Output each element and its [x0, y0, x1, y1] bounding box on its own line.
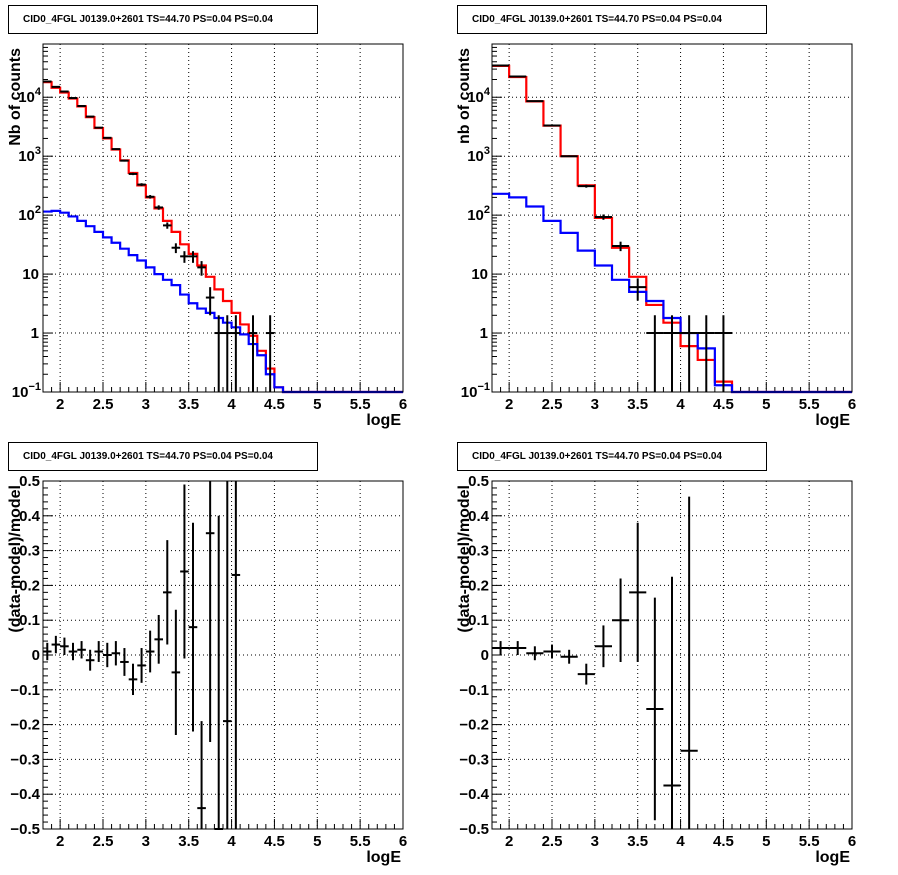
y-tick-label: 10−1 [12, 381, 41, 401]
x-tick-label: 3.5 [627, 396, 648, 413]
y-tick-label: 0.3 [19, 543, 40, 560]
x-tick-label: 3 [142, 396, 150, 413]
x-tick-label: 2.5 [542, 396, 563, 413]
x-tick-label: 3.5 [627, 833, 648, 850]
y-tick-label: −0.1 [459, 682, 489, 699]
x-tick-label: 4.5 [713, 396, 734, 413]
x-tick-label: 2 [505, 396, 513, 413]
x-tick-label: 5.5 [350, 396, 371, 413]
x-tick-label: 6 [399, 396, 407, 413]
x-tick-label: 6 [399, 833, 407, 850]
y-axis-label: (data-model)/model [456, 485, 473, 633]
y-tick-label: −0.4 [10, 786, 40, 803]
y-tick-label: 0 [32, 647, 40, 664]
y-tick-label: 0.2 [19, 577, 40, 594]
y-tick-label: 103 [467, 145, 490, 165]
y-tick-label: 102 [467, 204, 490, 224]
x-tick-label: 4.5 [264, 833, 285, 850]
y-tick-label: 0.5 [468, 473, 489, 490]
y-tick-label: −0.3 [459, 751, 489, 768]
y-tick-label: 0.4 [19, 508, 41, 525]
y-tick-label: 0.4 [468, 508, 490, 525]
x-tick-label: 5.5 [799, 396, 820, 413]
x-tick-label: 2 [505, 833, 513, 850]
y-tick-label: 0.5 [19, 473, 40, 490]
x-tick-label: 4 [676, 833, 685, 850]
y-tick-label: 10−1 [461, 381, 490, 401]
y-tick-label: 1 [31, 325, 39, 342]
x-tick-label: 4 [227, 396, 236, 413]
x-axis-label: logE [366, 849, 401, 866]
x-axis-label: logE [366, 412, 401, 429]
x-tick-label: 4 [676, 396, 685, 413]
y-tick-label: −0.4 [459, 786, 489, 803]
x-tick-label: 5 [762, 396, 770, 413]
x-tick-label: 5.5 [350, 833, 371, 850]
plot-frame [491, 43, 853, 393]
x-tick-label: 2 [56, 833, 64, 850]
plot-frame [42, 43, 404, 393]
x-tick-label: 4 [227, 833, 236, 850]
x-tick-label: 4.5 [713, 833, 734, 850]
panel-2-title: CID0_4FGL J0139.0+2601 TS=44.70 PS=0.04 … [457, 5, 767, 34]
x-axis-label: logE [815, 849, 850, 866]
x-tick-label: 3.5 [178, 396, 199, 413]
x-tick-label: 6 [848, 833, 856, 850]
y-tick-label: 103 [18, 145, 41, 165]
x-tick-label: 3 [591, 833, 599, 850]
y-tick-label: 1 [480, 325, 488, 342]
x-tick-label: 2.5 [542, 833, 563, 850]
y-tick-label: −0.2 [459, 717, 489, 734]
x-tick-label: 6 [848, 396, 856, 413]
y-tick-label: −0.3 [10, 751, 40, 768]
x-axis-label: logE [815, 412, 850, 429]
panel-3-title: CID0_4FGL J0139.0+2601 TS=44.70 PS=0.04 … [8, 442, 318, 471]
y-axis-label: Nb of counts [7, 48, 24, 146]
plot-frame [42, 480, 404, 830]
series-1-line [43, 81, 403, 394]
y-axis-label: nb of counts [456, 48, 473, 144]
x-tick-label: 5 [313, 833, 321, 850]
x-tick-label: 5 [762, 833, 770, 850]
x-tick-label: 2.5 [93, 833, 114, 850]
y-tick-label: 0.1 [19, 612, 40, 629]
y-tick-label: 0.2 [468, 577, 489, 594]
y-tick-label: −0.5 [459, 821, 489, 838]
x-tick-label: 4.5 [264, 396, 285, 413]
x-tick-label: 3.5 [178, 833, 199, 850]
y-tick-label: 104 [467, 86, 491, 106]
panel-4-title: CID0_4FGL J0139.0+2601 TS=44.70 PS=0.04 … [457, 442, 767, 471]
x-tick-label: 5.5 [799, 833, 820, 850]
x-tick-label: 3 [142, 833, 150, 850]
y-tick-label: 0 [481, 647, 489, 664]
y-tick-label: −0.1 [10, 682, 40, 699]
y-tick-label: 10 [22, 266, 39, 283]
y-tick-label: 10 [471, 266, 488, 283]
y-tick-label: 0.3 [468, 543, 489, 560]
x-tick-label: 2.5 [93, 396, 114, 413]
y-tick-label: −0.2 [10, 717, 40, 734]
x-tick-label: 3 [591, 396, 599, 413]
x-tick-label: 5 [313, 396, 321, 413]
y-tick-label: 0.1 [468, 612, 489, 629]
y-tick-label: 102 [18, 204, 41, 224]
panel-1-title: CID0_4FGL J0139.0+2601 TS=44.70 PS=0.04 … [8, 5, 318, 34]
x-tick-label: 2 [56, 396, 64, 413]
y-axis-label: (data-model)/model [7, 485, 24, 633]
y-tick-label: −0.5 [10, 821, 40, 838]
y-tick-label: 104 [18, 86, 42, 106]
plot-frame [491, 480, 853, 830]
